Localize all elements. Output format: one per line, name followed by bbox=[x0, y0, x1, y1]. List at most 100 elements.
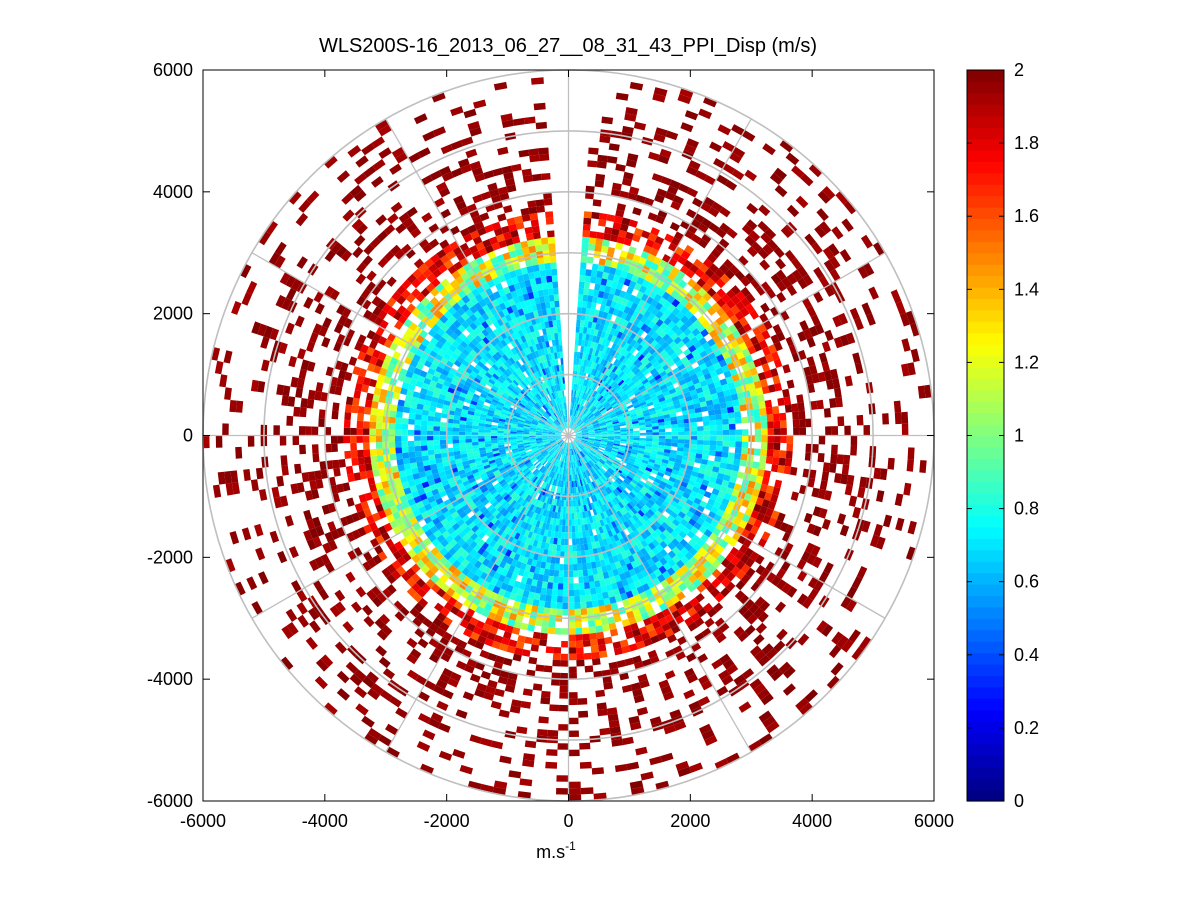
data-gate bbox=[623, 467, 631, 474]
data-gate bbox=[615, 478, 622, 485]
data-gate bbox=[710, 392, 719, 400]
data-gate bbox=[610, 506, 617, 514]
data-gate bbox=[576, 544, 581, 552]
data-gate bbox=[587, 441, 594, 444]
data-gate bbox=[744, 235, 756, 247]
data-gate bbox=[901, 423, 909, 436]
data-gate bbox=[577, 445, 583, 451]
data-gate bbox=[711, 201, 723, 212]
data-gate bbox=[797, 277, 808, 290]
data-gate bbox=[699, 500, 708, 508]
data-gate bbox=[587, 461, 593, 468]
data-gate bbox=[614, 316, 621, 324]
data-gate bbox=[571, 423, 575, 429]
data-gate bbox=[652, 503, 660, 511]
data-gate bbox=[606, 426, 614, 429]
data-gate bbox=[832, 315, 843, 328]
data-gate bbox=[707, 498, 716, 506]
data-gate bbox=[720, 312, 730, 323]
data-gate bbox=[680, 367, 688, 375]
data-gate bbox=[575, 438, 582, 441]
data-gate bbox=[683, 503, 692, 511]
data-gate bbox=[670, 500, 678, 508]
data-gate bbox=[669, 222, 680, 232]
data-gate bbox=[818, 275, 830, 288]
data-gate bbox=[605, 347, 611, 355]
data-gate bbox=[530, 644, 539, 652]
data-gate bbox=[678, 582, 688, 592]
data-gate bbox=[704, 174, 717, 186]
data-gate bbox=[632, 401, 640, 407]
data-gate bbox=[644, 511, 652, 519]
data-gate bbox=[716, 435, 723, 441]
data-gate bbox=[664, 191, 676, 201]
data-gate bbox=[654, 460, 662, 466]
data-gate bbox=[645, 238, 655, 248]
data-gate bbox=[574, 410, 578, 417]
data-gate bbox=[606, 422, 613, 426]
data-gate bbox=[609, 267, 617, 275]
data-gate bbox=[599, 476, 605, 483]
data-gate bbox=[680, 315, 689, 324]
data-gate bbox=[604, 418, 612, 423]
data-gate bbox=[781, 582, 792, 594]
data-gate bbox=[667, 550, 677, 559]
data-gate bbox=[619, 421, 626, 425]
data-gate bbox=[755, 475, 764, 484]
data-gate bbox=[578, 398, 582, 405]
data-gate bbox=[632, 444, 640, 448]
data-gate bbox=[618, 449, 625, 454]
data-gate bbox=[578, 421, 583, 426]
data-gate bbox=[648, 542, 656, 551]
data-gate bbox=[576, 446, 581, 453]
data-gate bbox=[724, 179, 738, 191]
data-gate bbox=[839, 524, 850, 537]
data-gate bbox=[597, 154, 608, 163]
data-gate bbox=[647, 336, 655, 345]
data-gate bbox=[638, 480, 646, 487]
data-gate bbox=[614, 302, 622, 311]
data-gate bbox=[634, 227, 644, 237]
data-gate bbox=[611, 498, 618, 506]
data-gate bbox=[582, 230, 590, 238]
data-gate bbox=[594, 441, 601, 444]
data-gate bbox=[573, 589, 580, 597]
data-gate bbox=[664, 442, 672, 447]
data-gate bbox=[645, 440, 653, 445]
data-gate bbox=[626, 461, 634, 467]
data-gate bbox=[663, 417, 671, 422]
data-gate bbox=[409, 457, 417, 464]
data-gate bbox=[579, 422, 585, 428]
data-gate bbox=[580, 787, 594, 795]
data-gate bbox=[618, 401, 625, 407]
data-gate bbox=[580, 320, 585, 327]
data-gate bbox=[647, 354, 655, 363]
data-gate bbox=[651, 307, 660, 316]
data-gate bbox=[619, 290, 627, 299]
data-gate bbox=[626, 286, 634, 295]
data-gate bbox=[686, 400, 694, 406]
data-gate bbox=[699, 463, 707, 470]
data-gate bbox=[646, 489, 655, 497]
data-gate bbox=[735, 301, 746, 311]
data-gate bbox=[584, 386, 588, 394]
data-gate bbox=[550, 601, 557, 609]
data-gate bbox=[805, 443, 813, 453]
data-gate bbox=[623, 335, 630, 343]
data-gate bbox=[549, 608, 557, 616]
data-gate bbox=[712, 398, 720, 405]
data-gate bbox=[655, 310, 664, 319]
data-gate bbox=[606, 443, 614, 447]
data-gate bbox=[692, 486, 700, 494]
data-gate bbox=[671, 395, 679, 402]
data-gate bbox=[623, 278, 632, 287]
data-gate bbox=[624, 368, 632, 375]
data-gate bbox=[738, 605, 749, 616]
data-gate bbox=[879, 468, 888, 481]
data-gate bbox=[578, 281, 585, 289]
data-gate bbox=[639, 432, 647, 436]
data-gate bbox=[636, 542, 645, 551]
data-gate bbox=[716, 174, 729, 186]
data-gate bbox=[715, 451, 723, 457]
data-gate bbox=[738, 342, 748, 351]
